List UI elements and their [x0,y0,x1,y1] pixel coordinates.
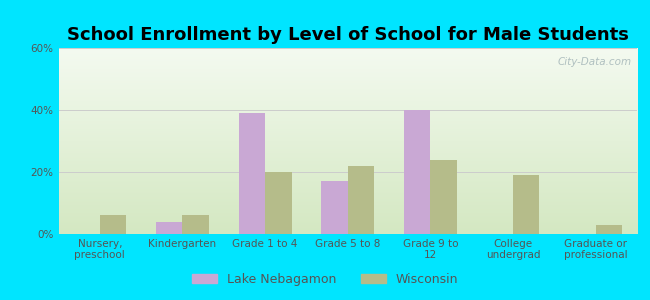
Legend: Lake Nebagamon, Wisconsin: Lake Nebagamon, Wisconsin [187,268,463,291]
Bar [430,160,457,234]
Bar [513,175,540,234]
Bar [100,215,126,234]
Bar [156,222,183,234]
Title: School Enrollment by Level of School for Male Students: School Enrollment by Level of School for… [67,26,629,44]
Bar [265,172,292,234]
Bar [321,181,348,234]
Bar [348,166,374,234]
Bar [404,110,430,234]
Bar [595,225,622,234]
Bar [239,113,265,234]
Bar [183,215,209,234]
Text: City-Data.com: City-Data.com [557,57,631,67]
